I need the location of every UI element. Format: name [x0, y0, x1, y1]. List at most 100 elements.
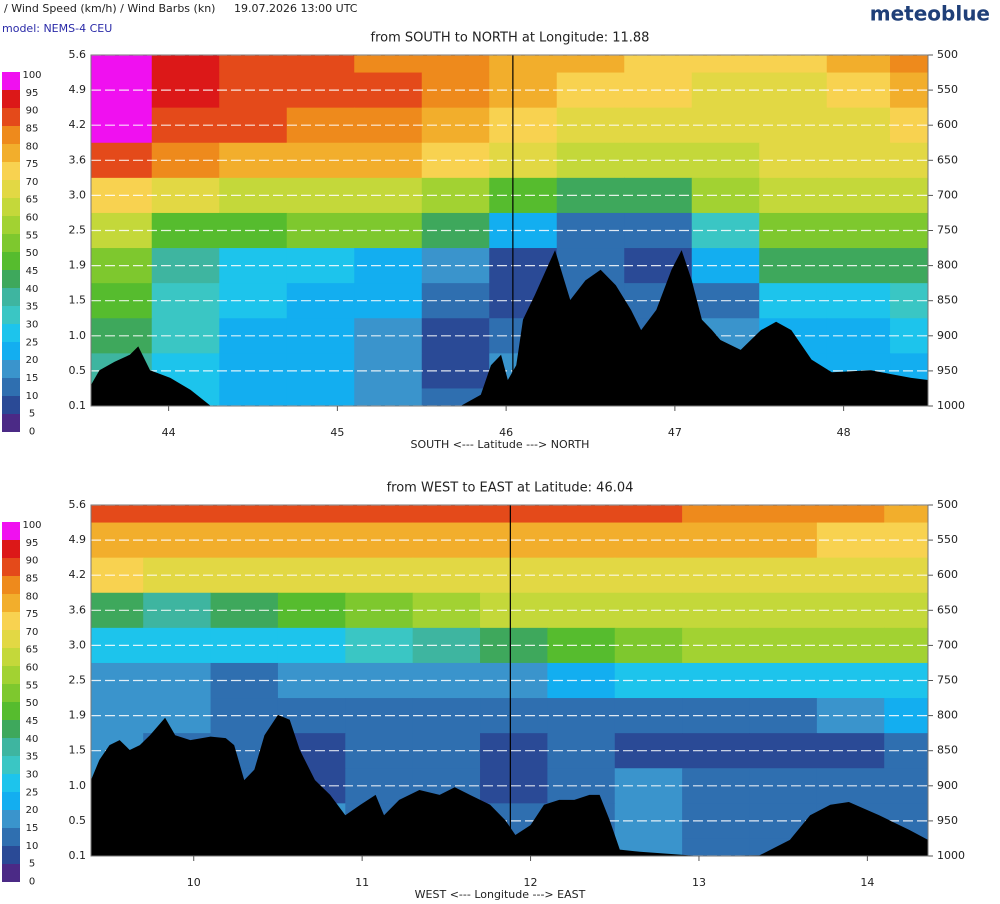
- colorbar-swatch: [2, 126, 20, 144]
- speed-cell: [412, 505, 481, 524]
- colorbar-swatch: [2, 108, 20, 126]
- plot-area: [91, 505, 928, 856]
- height-tick-label: 5.6: [69, 48, 87, 61]
- colorbar-swatch: [2, 378, 20, 396]
- x-axis-label: SOUTH <--- Latitude ---> NORTH: [411, 438, 590, 451]
- pressure-tick-label: 700: [937, 638, 958, 651]
- colorbar-swatch: [2, 756, 20, 774]
- colorbar-swatch: [2, 612, 20, 630]
- colorbar-swatch: [2, 396, 20, 414]
- colorbar-label: 40: [26, 734, 39, 745]
- pressure-tick-label: 800: [937, 259, 958, 272]
- colorbar-label: 100: [22, 520, 41, 531]
- colorbar-label: 85: [26, 573, 39, 584]
- pressure-tick-label: 750: [937, 224, 958, 237]
- speed-cell: [286, 55, 355, 74]
- colorbar-label: 100: [22, 70, 41, 81]
- header-time: 19.07.2026 13:00 UTC: [234, 2, 358, 15]
- terrain: [91, 714, 928, 856]
- colorbar-swatch: [2, 270, 20, 288]
- model-name: model: NEMS-4 CEU: [2, 22, 112, 35]
- pressure-tick-label: 650: [937, 153, 958, 166]
- colorbar-swatch: [2, 306, 20, 324]
- x-tick-label: 46: [499, 426, 513, 439]
- colorbar-swatch: [2, 90, 20, 108]
- colorbar-label: 55: [26, 680, 39, 691]
- height-tick-label: 4.9: [69, 533, 87, 546]
- speed-cell: [826, 55, 891, 74]
- height-tick-label: 1.0: [69, 779, 87, 792]
- panel-title: from SOUTH to NORTH at Longitude: 11.88: [371, 31, 650, 46]
- colorbar-label: 90: [26, 556, 39, 567]
- colorbar-swatch: [2, 342, 20, 360]
- pressure-tick-label: 500: [937, 48, 958, 61]
- colorbar-swatch: [2, 774, 20, 792]
- x-axis-label: WEST <--- Longitude ---> EAST: [415, 888, 586, 900]
- speed-cell: [759, 55, 828, 74]
- colorbar-label: 15: [26, 373, 39, 384]
- colorbar-label: 70: [26, 177, 39, 188]
- colorbar-swatch: [2, 666, 20, 684]
- colorbar-label: 20: [26, 355, 39, 366]
- colorbar-swatch: [2, 216, 20, 234]
- colorbar-swatch: [2, 576, 20, 594]
- colorbar-label: 55: [26, 230, 39, 241]
- plot-area: [91, 55, 928, 406]
- height-tick-label: 2.5: [69, 224, 87, 237]
- colorbar-swatch: [2, 828, 20, 846]
- height-tick-label: 1.5: [69, 744, 87, 757]
- colorbar-label: 20: [26, 805, 39, 816]
- colorbar-swatch: [2, 864, 20, 882]
- colorbar-label: 5: [29, 409, 35, 420]
- colorbar-label: 65: [26, 645, 39, 656]
- colorbar-label: 15: [26, 823, 39, 834]
- colorbar-swatch: [2, 144, 20, 162]
- colorbar-swatch: [2, 846, 20, 864]
- x-tick-label: 10: [187, 876, 201, 889]
- colorbar-label: 5: [29, 859, 35, 870]
- height-tick-label: 0.1: [69, 399, 87, 412]
- header-title: / Wind Speed (km/h) / Wind Barbs (kn): [4, 2, 215, 15]
- height-tick-label: 0.5: [69, 814, 87, 827]
- colorbar-label: 25: [26, 787, 39, 798]
- colorbar-label: 35: [26, 752, 39, 763]
- height-tick-label: 4.2: [69, 568, 87, 581]
- colorbar-swatch: [2, 180, 20, 198]
- speed-cell: [556, 55, 625, 74]
- colorbar-swatch: [2, 558, 20, 576]
- pressure-tick-label: 900: [937, 779, 958, 792]
- colorbar-swatch: [2, 630, 20, 648]
- colorbar-label: 0: [29, 426, 35, 437]
- speed-cell: [890, 55, 928, 74]
- speed-cell: [151, 55, 220, 74]
- colorbar-swatch: [2, 324, 20, 342]
- speed-cell: [816, 505, 885, 524]
- colorbar-label: 65: [26, 195, 39, 206]
- pressure-tick-label: 850: [937, 744, 958, 757]
- colorbar-label: 30: [26, 319, 39, 330]
- colorbar-swatch: [2, 234, 20, 252]
- colorbar-swatch: [2, 288, 20, 306]
- colorbar-label: 0: [29, 876, 35, 887]
- x-tick-label: 48: [837, 426, 851, 439]
- speed-cell: [354, 388, 423, 406]
- plot-frame: [90, 54, 929, 407]
- height-tick-label: 1.9: [69, 259, 87, 272]
- colorbar-label: 95: [26, 88, 39, 99]
- colorbar-swatch: [2, 72, 20, 90]
- colorbar-label: 95: [26, 538, 39, 549]
- colorbar-swatch: [2, 648, 20, 666]
- pressure-tick-label: 700: [937, 188, 958, 201]
- colorbar-label: 50: [26, 698, 39, 709]
- pressure-tick-label: 500: [937, 498, 958, 511]
- colorbar-label: 30: [26, 769, 39, 780]
- speed-cell: [884, 505, 928, 524]
- speed-cell: [691, 55, 760, 74]
- brand: meteoblue: [870, 2, 990, 26]
- colorbar-label: 60: [26, 213, 39, 224]
- colorbar-label: 90: [26, 106, 39, 117]
- speed-cell: [143, 505, 212, 524]
- colorbar-label: 75: [26, 159, 39, 170]
- height-tick-label: 3.6: [69, 153, 87, 166]
